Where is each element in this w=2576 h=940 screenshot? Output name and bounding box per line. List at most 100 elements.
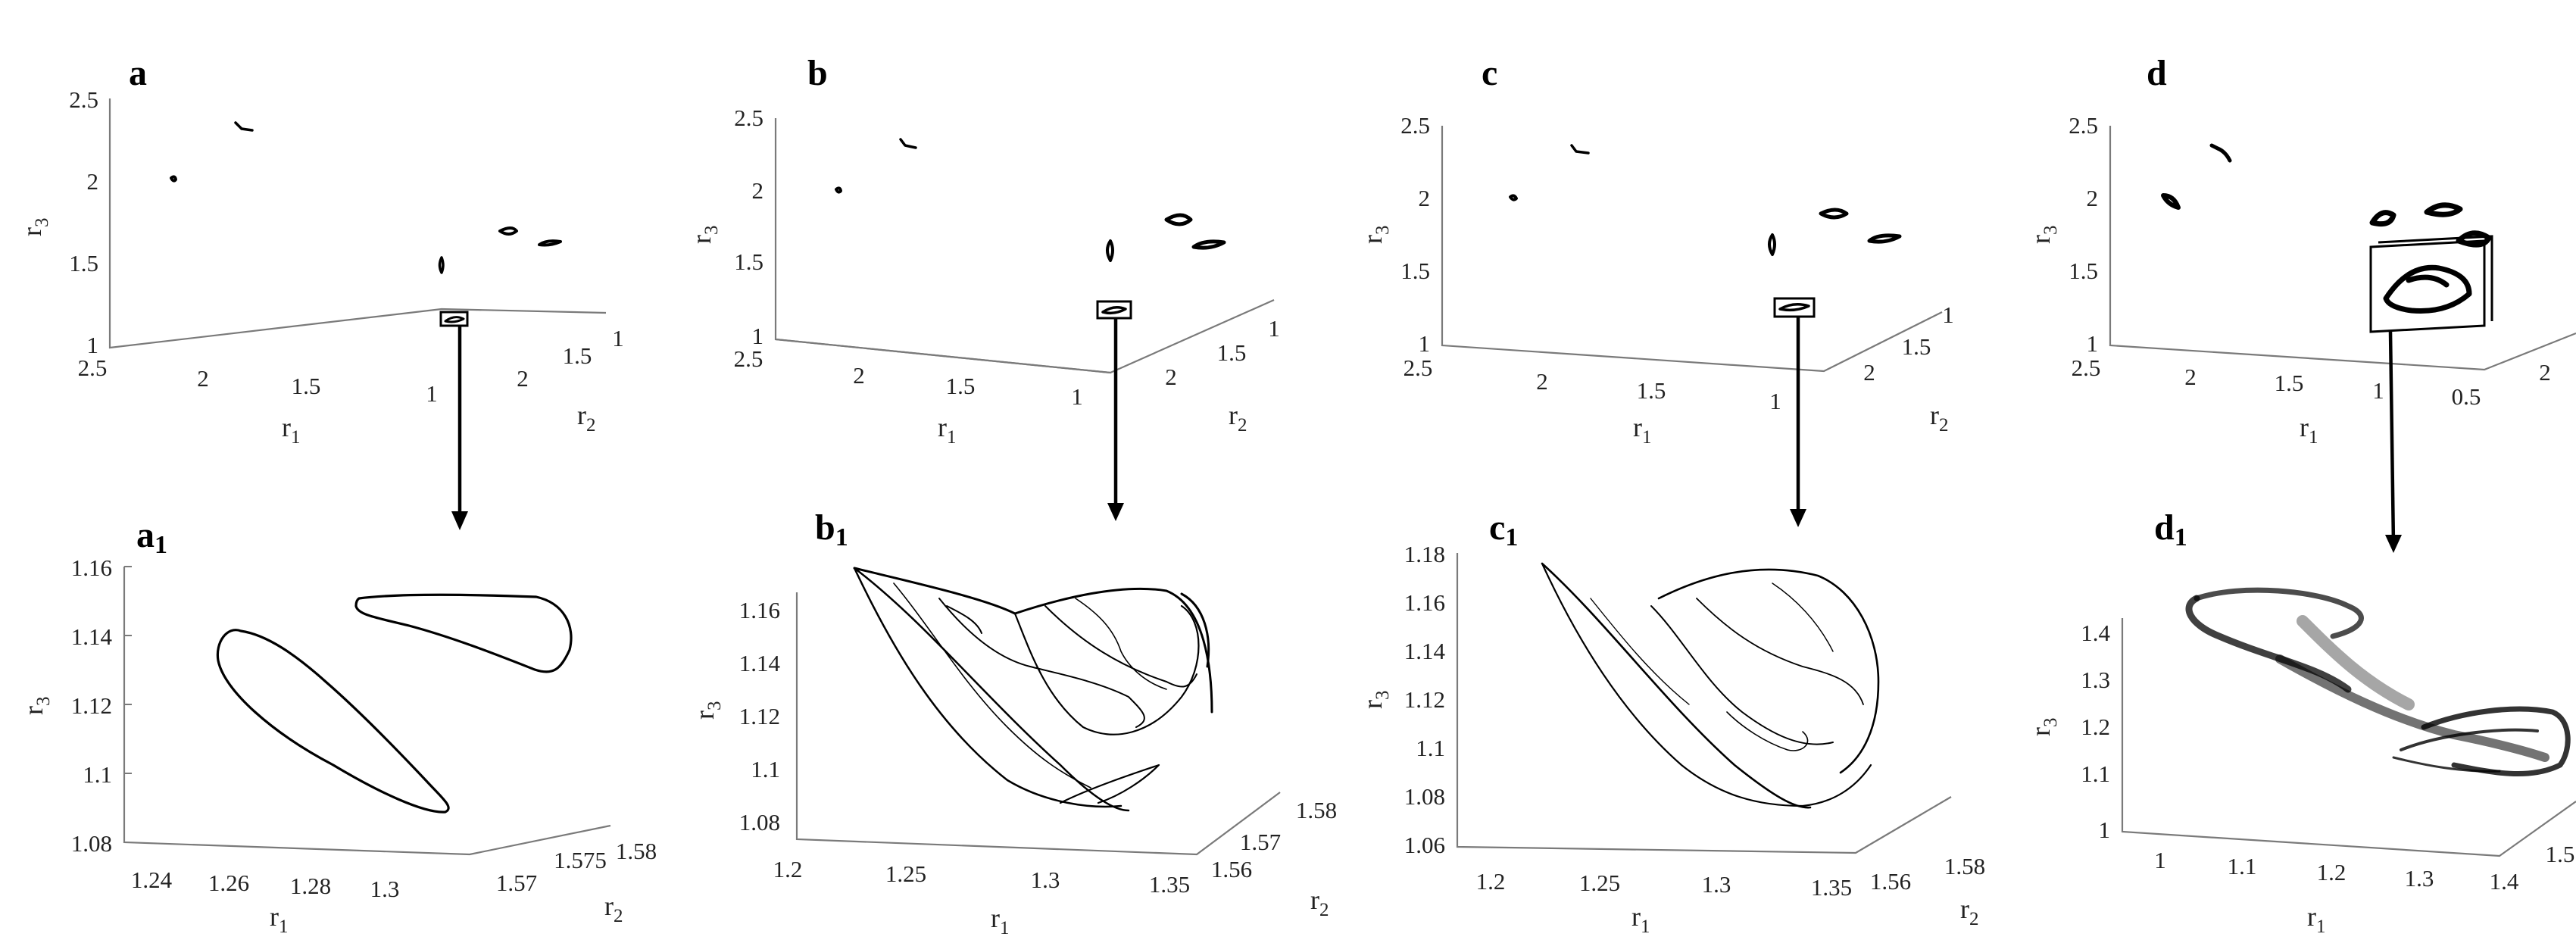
tick-label: 1.25 [1579,870,1620,896]
loop [1191,239,1226,250]
attractor-band [853,567,1213,714]
panel-label-d1: d1 [2154,507,2187,551]
y-axis-label: r2 [604,891,623,926]
tick-label: 1.1 [83,761,112,788]
tick-label: 1.5 [292,373,321,399]
tick-label: 2.5 [78,354,108,381]
loop [1570,144,1590,155]
attractor-band [1650,605,1834,745]
tick-label: 1.1 [751,756,780,782]
tick-label: 1.56 [1870,868,1911,895]
axis-lines [1441,126,1943,373]
attractor-band [1772,582,1834,652]
tick-label: 1.14 [71,623,113,650]
tick-label: 1.35 [1149,871,1190,898]
tick-label: 1.26 [208,870,249,896]
tick-label: 2.5 [69,86,98,113]
tick-label: 1.5 [1400,258,1430,284]
attractor-band [1180,592,1210,668]
tick-label: 1.57 [496,870,537,896]
chart-d1: 1.4 1.3 1.2 1.1 1 1 1.1 1.2 1.3 1.4 1.5 … [2025,587,2576,937]
panel-label-a1: a1 [136,515,167,559]
tick-label: 1 [752,323,764,349]
tick-label: 1.08 [71,830,112,857]
loop [438,256,445,274]
loop [1819,208,1849,220]
loop [1509,194,1518,201]
chaotic-attractor [853,567,1213,812]
tick-label: 1.5 [2275,370,2304,396]
chart-d: 2.5 2 1.5 1 2.5 2 1.5 1 0.5 2 r1 r3 [2025,112,2576,553]
z-ticks: 2.5 2 1.5 1 [69,86,98,358]
x-axis-label: r1 [282,412,301,448]
z-axis-label: r3 [1357,226,1393,245]
attractor-band [1696,598,1864,705]
tick-label: 1.12 [71,692,112,719]
tick-label: 1.3 [1702,871,1731,898]
tick-label: 1.3 [370,876,400,902]
tick-label: 1.16 [739,597,780,623]
loop [899,138,917,149]
axis-lines [2121,618,2576,857]
loop [2369,202,2463,227]
chart-a: 2.5 2 1.5 1 2.5 2 1.5 1 2 1.5 1 r1 r2 r3 [17,86,624,530]
x-axis-label: r1 [2307,901,2326,937]
x-axis-label: r1 [1633,412,1652,448]
tick-label: 1.12 [739,703,780,729]
limit-cycle-right [354,593,573,673]
loop [1164,213,1193,226]
z-axis-label: r3 [2025,718,2061,737]
axis-lines [795,592,1281,856]
tick-label: 1 [1419,330,1431,357]
loop [2209,143,2232,163]
tick-label: 1.18 [1404,541,1445,567]
axis-lines [1456,553,1952,854]
attractor-band [893,582,1091,789]
tick-label: 1.14 [739,650,781,676]
zoom-box [2369,235,2493,333]
loop [444,316,465,323]
tick-label: 2.5 [2069,112,2098,139]
attractor-loops [170,121,562,327]
panel-label-a: a [129,53,147,93]
tick-label: 2 [853,362,865,389]
tick-label: 1.5 [2069,258,2098,284]
loop [1867,233,1902,244]
attractor-band [1541,562,1812,809]
attractor-loops [835,138,1226,320]
attractor-band [938,598,1145,728]
tick-label: 2.5 [1404,354,1433,381]
attractor-band [2421,706,2571,776]
attractor-band [2275,654,2549,762]
tick-label: 1.5 [563,342,592,369]
tick-label: 1 [612,325,624,351]
tick-label: 1.5 [1217,339,1247,366]
attractor-band [2185,595,2352,693]
chart-c: 2.5 2 1.5 1 2.5 2 1.5 1 2 1.5 1 r1 r2 r3 [1357,112,1954,527]
tick-label: 1.5 [2546,841,2575,867]
tick-label: 2 [1863,359,1875,386]
loop [1101,306,1127,315]
tick-label: 2 [2087,185,2099,211]
chart-c1: 1.18 1.16 1.14 1.12 1.1 1.08 1.06 1.2 1.… [1357,541,1985,937]
loop [170,175,177,183]
chart-a1: 1.16 1.14 1.12 1.1 1.08 1.24 1.26 1.28 1… [18,554,657,937]
y-axis-label: r2 [1229,400,1247,436]
x-axis-label: r1 [2300,412,2318,448]
loop [1106,239,1114,262]
attractor-band [1013,604,1200,735]
loop [498,226,518,236]
z-axis-label: r3 [18,697,54,716]
x-axis-label: r1 [270,901,289,937]
tick-label: 2 [1165,364,1177,390]
attractor-band [1726,711,1809,751]
tick-label: 1.16 [71,554,112,581]
zoom-arrow-head [2385,535,2402,553]
tick-label: 2 [87,168,99,195]
attractor-band [2297,615,2415,710]
tick-label: 1 [2087,330,2099,357]
chart-b1: 1.16 1.14 1.12 1.1 1.08 1.2 1.25 1.3 1.3… [689,567,1337,938]
attractor-band [1657,568,1880,774]
tick-label: 1.3 [1031,867,1060,893]
